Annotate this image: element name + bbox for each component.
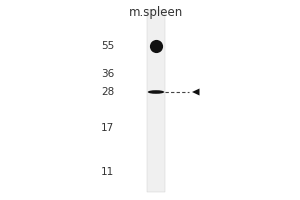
Text: 55: 55 bbox=[101, 41, 114, 51]
Text: 28: 28 bbox=[101, 87, 114, 97]
Text: 11: 11 bbox=[101, 167, 114, 177]
Point bbox=[154, 44, 158, 48]
Ellipse shape bbox=[148, 90, 164, 94]
Bar bbox=[147, 10, 165, 192]
Polygon shape bbox=[192, 88, 200, 95]
Text: 36: 36 bbox=[101, 69, 114, 79]
Text: m.spleen: m.spleen bbox=[129, 6, 183, 19]
Text: 17: 17 bbox=[101, 123, 114, 133]
